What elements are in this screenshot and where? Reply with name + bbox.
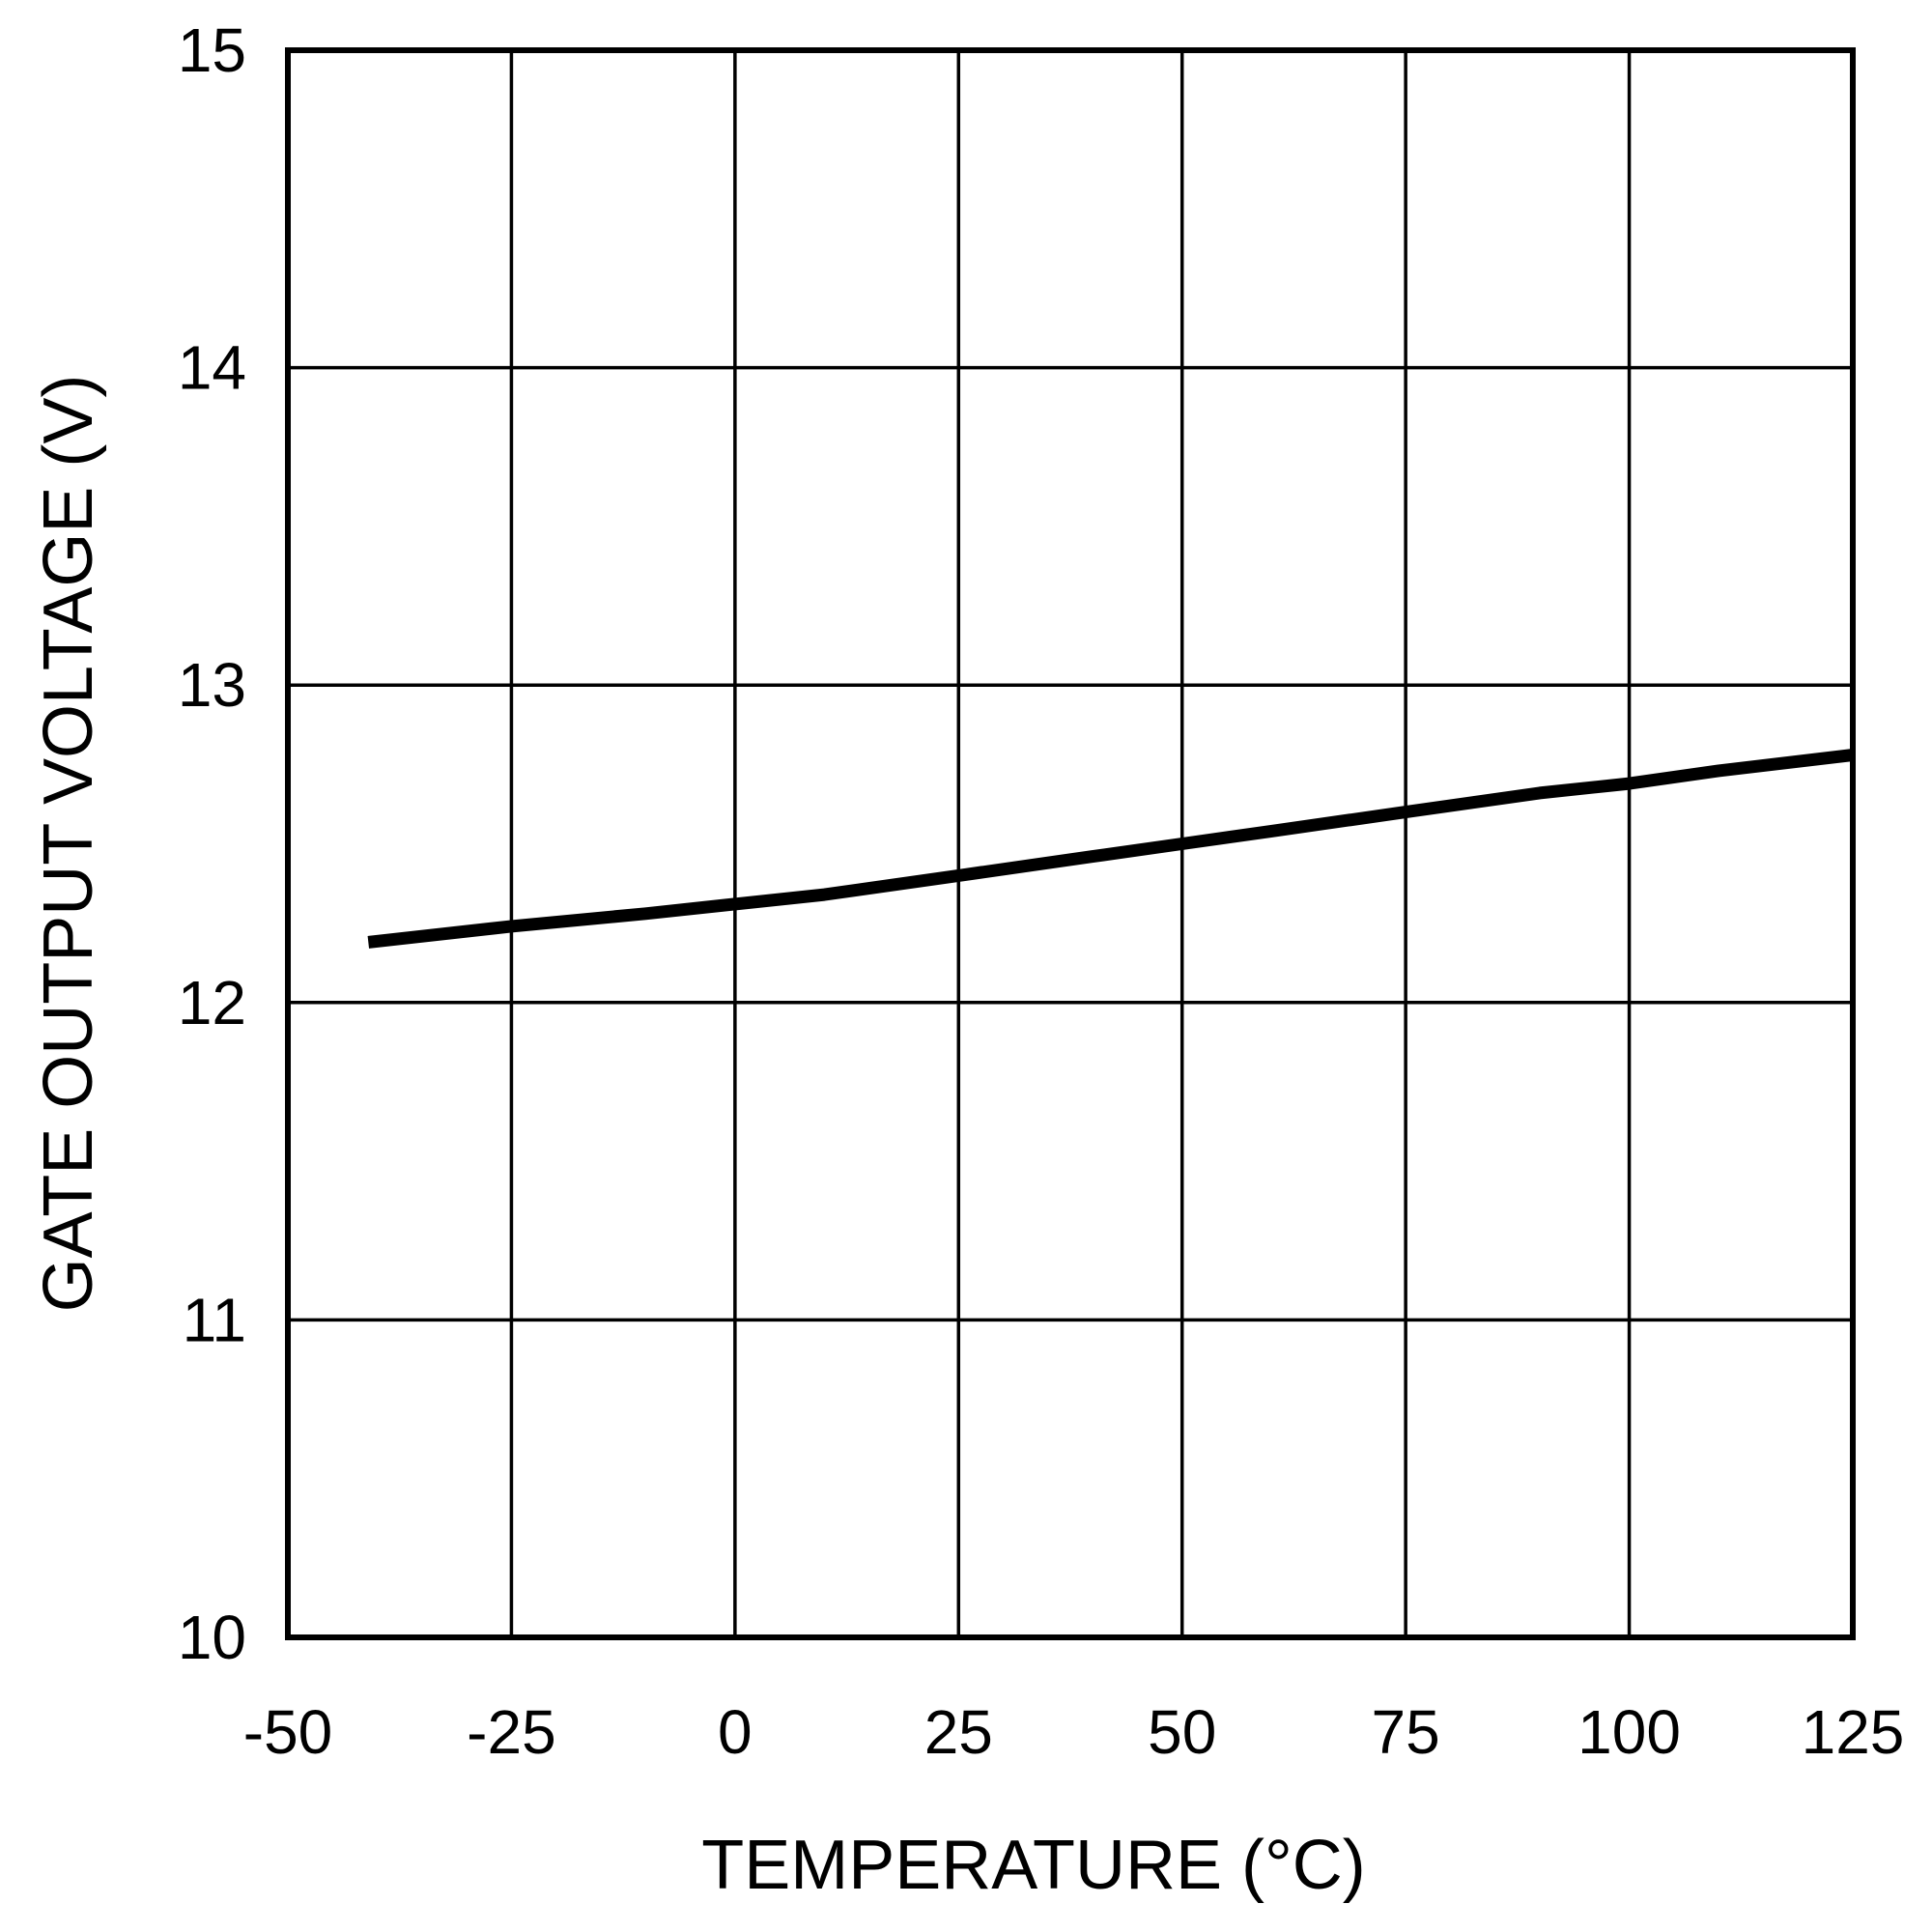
x-axis-title: TEMPERATURE (°C) <box>701 1827 1365 1904</box>
y-tick-labels: 10 11 12 13 14 15 <box>178 15 246 1672</box>
y-tick-label: 14 <box>178 333 246 403</box>
y-tick-label: 10 <box>178 1603 246 1672</box>
x-tick-label: -25 <box>467 1697 556 1767</box>
y-axis-title: GATE OUTPUT VOLTAGE (V) <box>30 375 107 1313</box>
x-tick-label: 125 <box>1802 1697 1905 1767</box>
x-tick-label: 0 <box>718 1697 753 1767</box>
series-layer <box>367 749 1854 949</box>
x-tick-labels: -50 -25 0 25 50 75 100 125 <box>243 1697 1905 1767</box>
y-tick-label: 15 <box>178 15 246 85</box>
x-tick-label: -50 <box>243 1697 333 1767</box>
x-tick-label: 100 <box>1577 1697 1681 1767</box>
x-tick-label: 25 <box>924 1697 993 1767</box>
y-tick-label: 12 <box>178 968 246 1037</box>
series-line <box>367 749 1854 949</box>
x-tick-label: 75 <box>1372 1697 1440 1767</box>
x-tick-label: 50 <box>1148 1697 1216 1767</box>
y-tick-label: 11 <box>183 1285 246 1354</box>
y-tick-label: 13 <box>178 650 246 720</box>
plot-frame <box>285 47 1856 1640</box>
grid-lines <box>288 50 1853 1637</box>
